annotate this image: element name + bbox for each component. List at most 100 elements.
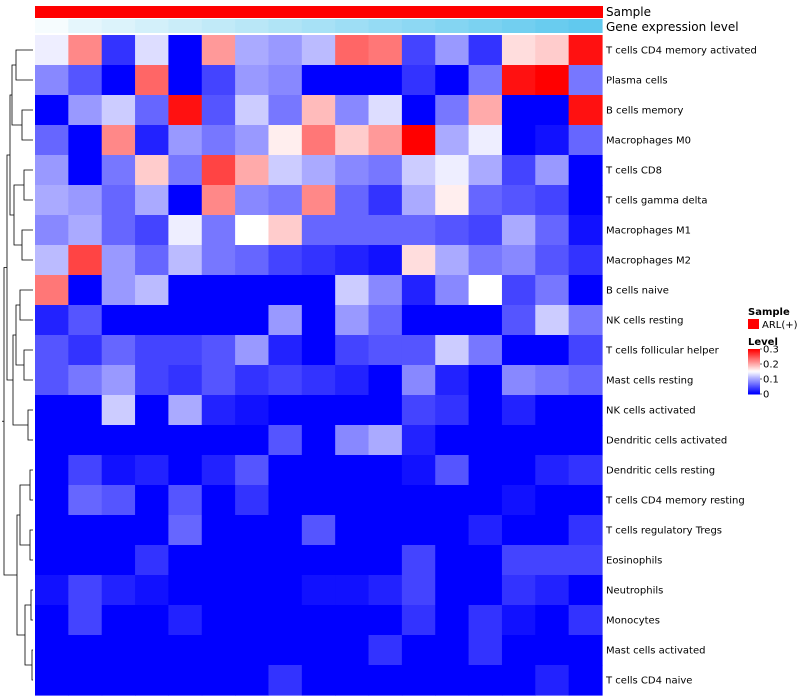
heatmap-cell <box>435 125 470 156</box>
heatmap-cell <box>301 665 336 696</box>
legend-gradient-step <box>748 364 760 367</box>
heatmap-cell <box>401 545 436 576</box>
heatmap-cell <box>135 125 170 156</box>
legend-tick-label: 0.2 <box>763 360 779 371</box>
heatmap-cell <box>135 575 170 606</box>
heatmap-cell <box>501 65 536 96</box>
row-label: Dendritic cells activated <box>606 436 727 447</box>
legend-gradient-step <box>748 389 760 392</box>
heatmap-cell <box>201 515 236 546</box>
heatmap-cell <box>568 455 603 486</box>
heatmap-cell <box>535 65 570 96</box>
heatmap-cell <box>435 605 470 636</box>
heatmap-cell <box>501 425 536 456</box>
heatmap-cell <box>201 155 236 186</box>
row-labels: T cells CD4 memory activated Plasma cells… <box>605 46 757 687</box>
legend-gradient-step <box>748 356 760 359</box>
gene-expression-cell <box>301 19 336 33</box>
legend-tick-label: 0.1 <box>763 375 779 386</box>
heatmap-cell <box>501 605 536 636</box>
heatmap-cell <box>335 455 370 486</box>
heatmap-cell <box>568 245 603 276</box>
heatmap-cell <box>101 95 136 126</box>
heatmap-cell <box>168 215 203 246</box>
heatmap-cell <box>168 545 203 576</box>
row-dendrogram <box>2 49 33 681</box>
dendrogram-branch <box>27 409 33 441</box>
heatmap-cell <box>568 35 603 66</box>
heatmap-cell <box>135 35 170 66</box>
heatmap-cell <box>135 635 170 666</box>
heatmap-cell <box>235 545 270 576</box>
heatmap-cell <box>568 425 603 456</box>
heatmap-cell <box>435 575 470 606</box>
heatmap-cell <box>468 395 503 426</box>
heatmap-cell <box>101 305 136 336</box>
heatmap-cell <box>201 425 236 456</box>
heatmap-cell <box>535 185 570 216</box>
heatmap-cell <box>368 635 403 666</box>
heatmap-cell <box>201 305 236 336</box>
legend-gradient-step <box>748 365 760 368</box>
heatmap-cell <box>268 455 303 486</box>
heatmap-cell <box>368 95 403 126</box>
gene-expression-bar-label: Gene expression level <box>606 20 739 34</box>
heatmap-cell <box>268 665 303 696</box>
heatmap-cell <box>301 455 336 486</box>
heatmap-cell <box>501 185 536 216</box>
heatmap-cell <box>468 185 503 216</box>
heatmap-cell <box>168 335 203 366</box>
heatmap-cell <box>535 515 570 546</box>
heatmap-cell <box>135 185 170 216</box>
heatmap-cell <box>368 245 403 276</box>
heatmap-cell <box>535 245 570 276</box>
heatmap-cell <box>301 35 336 66</box>
legend-gradient-step <box>748 392 760 395</box>
row-label: T cells gamma delta <box>605 196 707 207</box>
heatmap-cell <box>401 95 436 126</box>
heatmap-cell <box>568 515 603 546</box>
heatmap-cell <box>201 545 236 576</box>
heatmap-cell <box>235 95 270 126</box>
heatmap-cell <box>568 575 603 606</box>
heatmap-cell <box>68 545 103 576</box>
heatmap-cell <box>468 65 503 96</box>
heatmap-cell <box>435 275 470 306</box>
legend-gradient-step <box>748 383 760 386</box>
legend-gradient-step <box>748 369 760 371</box>
heatmap-cell <box>468 95 503 126</box>
heatmap-cell <box>68 485 103 516</box>
legend-gradient-step <box>748 350 760 352</box>
heatmap-cell <box>101 575 136 606</box>
heatmap-cell <box>335 665 370 696</box>
heatmap-cell <box>35 275 69 306</box>
heatmap-cell <box>68 245 103 276</box>
heatmap-cell <box>135 455 170 486</box>
heatmap-cell <box>135 425 170 456</box>
heatmap-cell <box>568 485 603 516</box>
heatmap-cell <box>101 425 136 456</box>
heatmap-cell <box>435 665 470 696</box>
heatmap-cells <box>35 35 603 696</box>
heatmap-cell <box>501 215 536 246</box>
heatmap-cell <box>301 575 336 606</box>
heatmap-cell <box>301 305 336 336</box>
gene-expression-cell <box>335 19 370 33</box>
dendrogram-branch <box>11 64 22 126</box>
heatmap-cell <box>468 305 503 336</box>
legend-gradient-step <box>748 361 760 364</box>
heatmap-cell <box>368 335 403 366</box>
gene-expression-cell <box>468 19 503 33</box>
legend-sample-swatch <box>748 319 759 329</box>
heatmap-cell <box>568 545 603 576</box>
sample-bar-label: Sample <box>606 5 651 19</box>
heatmap-cell <box>335 35 370 66</box>
heatmap-cell <box>535 365 570 396</box>
heatmap-cell <box>435 425 470 456</box>
heatmap-cell <box>101 125 136 156</box>
heatmap-cell <box>268 35 303 66</box>
heatmap-cell <box>401 395 436 426</box>
heatmap-cell <box>135 65 170 96</box>
legend-level-title: Level <box>748 337 778 348</box>
